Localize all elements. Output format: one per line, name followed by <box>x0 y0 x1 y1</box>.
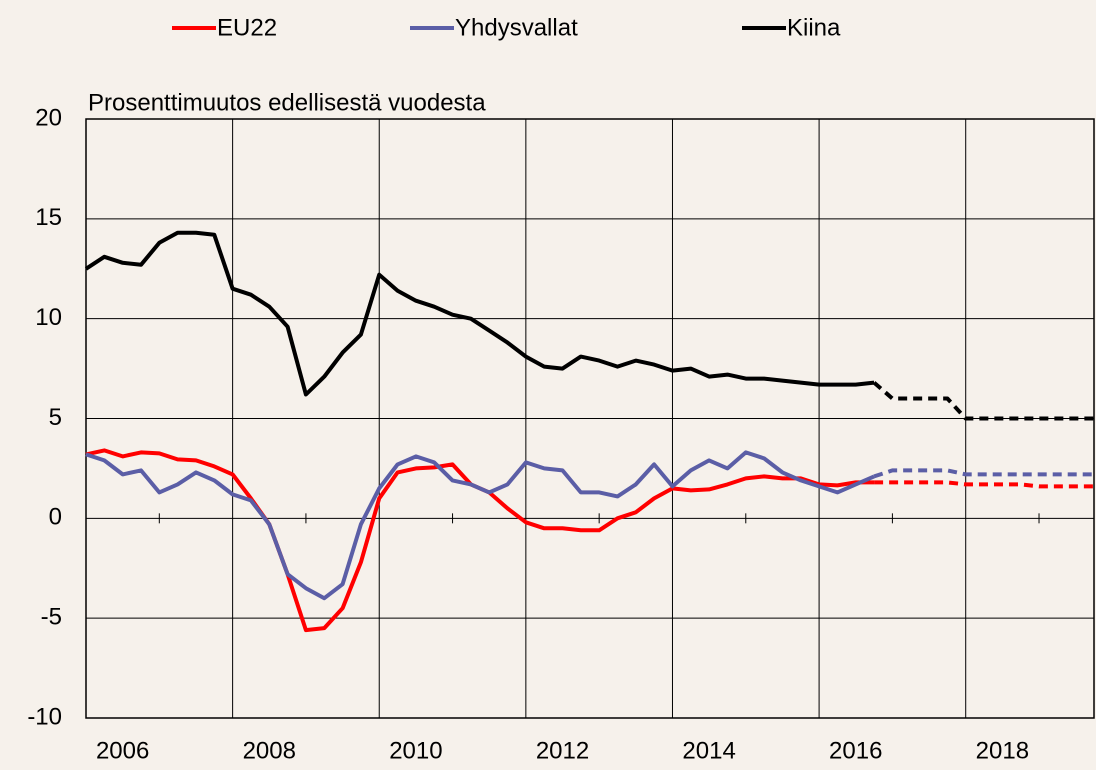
forecast-line <box>874 480 1094 489</box>
forecast-line <box>872 381 1094 421</box>
legend-label: EU22 <box>217 14 277 41</box>
x-tick-label: 2018 <box>976 737 1029 764</box>
x-tick-label: 2016 <box>829 737 882 764</box>
legend-label: Yhdysvallat <box>455 14 578 41</box>
y-tick-label: 0 <box>49 504 62 531</box>
series-line <box>85 450 875 601</box>
x-tick-label: 2008 <box>243 737 296 764</box>
plot-border <box>85 118 1095 719</box>
x-tick-label: 2006 <box>96 737 149 764</box>
x-tick-label: 2012 <box>536 737 589 764</box>
y-tick-label: 20 <box>35 104 62 131</box>
y-tick-label: 10 <box>35 304 62 331</box>
y-tick-label: -5 <box>41 604 62 631</box>
x-tick-label: 2010 <box>389 737 442 764</box>
x-tick-label: 2014 <box>682 737 735 764</box>
y-tick-label: 15 <box>35 204 62 231</box>
y-tick-label: 5 <box>49 404 62 431</box>
legend-label: Kiina <box>787 14 841 41</box>
series-line <box>84 230 875 397</box>
forecast-line <box>873 468 1094 479</box>
y-tick-label: -10 <box>27 703 62 730</box>
chart-title: Prosenttimuutos edellisestä vuodesta <box>88 89 486 116</box>
